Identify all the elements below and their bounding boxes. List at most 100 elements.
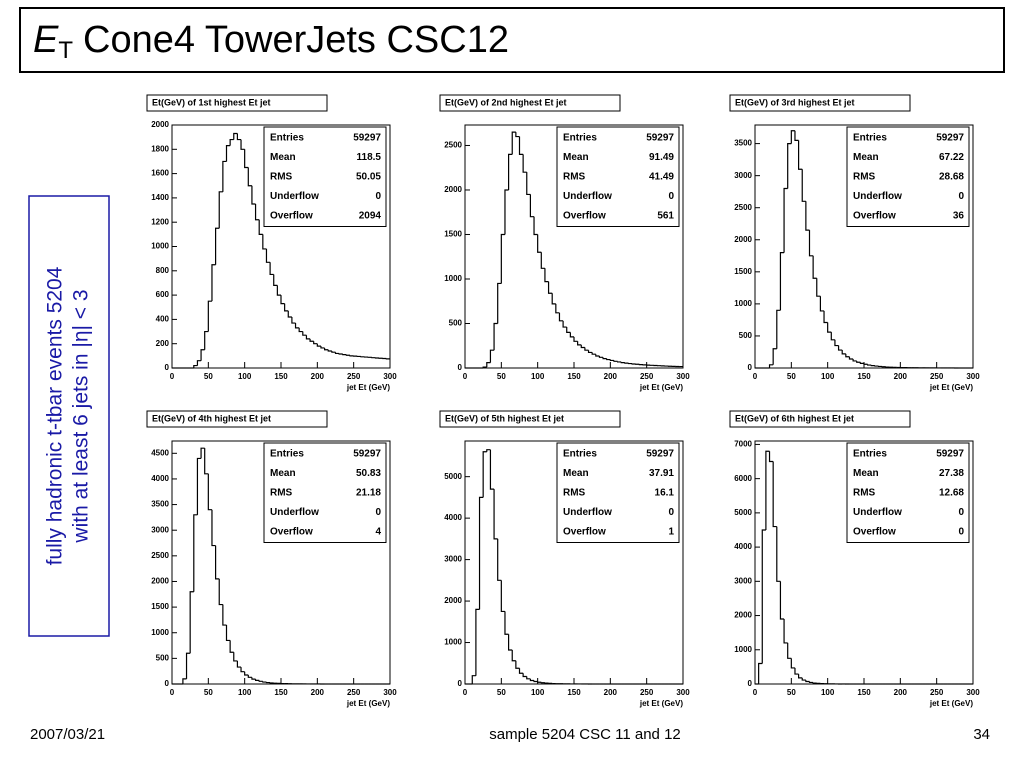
histogram-bin (229, 138, 234, 146)
y-tick-label: 1000 (151, 242, 169, 251)
histogram-bin (493, 322, 498, 351)
histogram-bin (204, 448, 209, 475)
y-tick-label: 2000 (151, 120, 169, 129)
histogram-bin (284, 303, 289, 312)
histogram-bin (258, 219, 263, 235)
histogram-bin (240, 139, 245, 150)
x-tick-label: 150 (857, 688, 871, 697)
histogram-bin (182, 678, 187, 684)
stat-value: 2094 (359, 210, 382, 221)
x-axis-label: jet Et (GeV) (639, 383, 683, 392)
panel-title: Et(GeV) of 3rd highest Et jet (735, 97, 855, 107)
x-tick-label: 200 (311, 688, 325, 697)
histogram-bin (508, 153, 513, 190)
histogram-bin (500, 580, 505, 613)
y-tick-label: 1000 (734, 299, 752, 308)
histogram-bin (518, 136, 524, 155)
panel-title-box (146, 94, 328, 112)
stat-name: RMS (563, 171, 586, 182)
panel-title: Et(GeV) of 5th highest Et jet (445, 413, 564, 423)
histogram-bin (779, 251, 785, 311)
y-tick-label: 2000 (444, 596, 462, 605)
histogram-bin (768, 451, 774, 463)
histogram-bin (801, 169, 806, 202)
stats-box (556, 442, 680, 543)
histogram-bin (522, 673, 527, 678)
histogram-bin (504, 189, 509, 235)
histogram-bin (225, 145, 231, 162)
x-tick-label: 300 (966, 372, 980, 381)
stat-name: RMS (853, 487, 876, 498)
histogram-bin (783, 618, 788, 644)
panel-title-box (146, 410, 328, 428)
histogram-bin (558, 312, 564, 322)
histogram-bin (540, 252, 545, 269)
histogram-bin (544, 268, 549, 283)
histogram-bin (222, 160, 227, 192)
stat-value: 0 (958, 526, 964, 537)
side-box (28, 195, 110, 637)
stat-name: Underflow (270, 191, 319, 202)
histogram-bin (251, 677, 256, 680)
side-text: fully hadronic t-tbar events 5204 with a… (44, 266, 93, 565)
stat-value: 27.38 (939, 468, 964, 479)
x-tick-label: 250 (347, 372, 361, 381)
histogram-bin (475, 608, 480, 676)
histogram-bin (225, 625, 231, 642)
histogram-bin (779, 581, 785, 620)
stats-box (846, 126, 970, 227)
histogram-bin (783, 187, 788, 253)
y-tick-label: 4500 (151, 448, 169, 457)
y-tick-label: 3500 (734, 139, 752, 148)
stat-name: Overflow (563, 526, 606, 537)
x-tick-label: 200 (604, 688, 618, 697)
stat-name: RMS (270, 487, 293, 498)
histogram-bin (580, 344, 585, 349)
histogram-bin (189, 591, 194, 654)
histogram-bin (555, 303, 560, 314)
histogram-bin (193, 514, 198, 592)
histogram-panel: Et(GeV) of 4th highest Et jet05001000150… (146, 410, 397, 708)
histogram-bin (298, 327, 303, 333)
y-tick-label: 1000 (444, 638, 462, 647)
x-tick-label: 300 (676, 688, 690, 697)
stat-name: Entries (270, 448, 304, 459)
histogram-bin (526, 676, 531, 680)
stat-name: Overflow (853, 210, 896, 221)
histogram-bin (207, 473, 212, 511)
histogram-bin (247, 675, 252, 678)
histogram-bin (254, 203, 260, 221)
x-axis-label: jet Et (GeV) (929, 699, 973, 708)
stat-value: 0 (375, 191, 381, 202)
histogram-bin (790, 658, 795, 669)
stat-value: 59297 (646, 132, 674, 143)
histogram-bin (240, 667, 245, 673)
histogram-bin (342, 354, 347, 356)
title-sub: T (58, 37, 73, 64)
y-tick-label: 500 (739, 331, 753, 340)
stat-value: 50.83 (356, 468, 381, 479)
stat-name: Mean (853, 152, 879, 163)
histogram-bin (870, 365, 875, 367)
histogram-bin (768, 364, 774, 368)
stat-value: 59297 (936, 448, 964, 459)
y-tick-label: 3000 (151, 525, 169, 534)
histogram-bin (236, 660, 242, 668)
charts: Et(GeV) of 1st highest Et jet02004006008… (146, 94, 980, 708)
y-tick-label: 3500 (151, 500, 169, 509)
x-tick-label: 250 (930, 688, 944, 697)
stat-value: 0 (375, 507, 381, 518)
histogram-bin (602, 357, 607, 360)
y-tick-label: 400 (156, 315, 170, 324)
histogram-panel: Et(GeV) of 1st highest Et jet 0 200 400 600 8… (146, 94, 397, 392)
histogram-bin (222, 604, 227, 626)
histogram-bin (584, 347, 589, 351)
histogram-bin (765, 450, 770, 530)
footer-date: 2007/03/21 (30, 726, 105, 743)
histogram-bin (305, 335, 311, 340)
x-tick-label: 50 (497, 688, 506, 697)
stat-value: 0 (668, 507, 674, 518)
histogram-bin (533, 216, 538, 236)
histogram-bin (830, 332, 835, 341)
